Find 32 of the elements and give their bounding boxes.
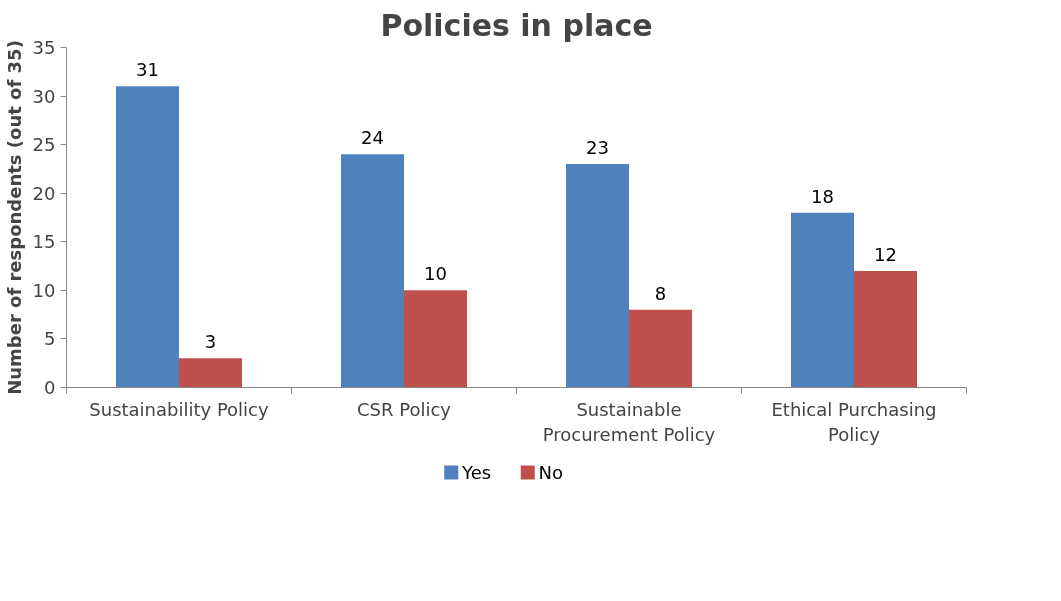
data-label: 3 <box>204 331 217 353</box>
legend-label: No <box>538 462 564 483</box>
y-tick-label: 20 <box>32 182 56 204</box>
y-axis-title: Number of respondents (out of 35) <box>3 40 25 395</box>
bar <box>791 212 854 388</box>
legend-label: Yes <box>461 462 492 483</box>
x-tick-label: Sustainable Procurement Policy <box>542 398 716 445</box>
bar <box>404 290 467 388</box>
data-label: 8 <box>654 282 667 304</box>
y-tick-label: 0 <box>44 377 56 398</box>
bar <box>341 154 404 388</box>
x-tick-label: Ethical Purchasing Policy <box>771 398 937 445</box>
bar <box>566 164 629 388</box>
data-label: 23 <box>586 137 609 159</box>
data-label: 10 <box>424 263 447 285</box>
bar <box>629 309 692 388</box>
y-tick-label: 25 <box>32 134 56 156</box>
y-tick-label: 10 <box>32 279 56 301</box>
y-tick-label: 5 <box>44 328 56 350</box>
data-label: 24 <box>361 127 384 149</box>
data-label: 31 <box>136 59 159 81</box>
data-label: 18 <box>811 185 834 207</box>
y-tick-label: 30 <box>32 85 56 107</box>
x-tick-label: CSR Policy <box>357 398 452 420</box>
bar <box>854 270 917 388</box>
bar <box>179 358 242 388</box>
data-label: 12 <box>874 243 897 265</box>
y-tick-label: 15 <box>32 231 56 253</box>
bar <box>116 86 179 388</box>
x-tick-label: Sustainability Policy <box>89 398 270 420</box>
y-tick-label: 35 <box>32 37 56 58</box>
chart-title: Policies in place <box>380 7 653 43</box>
